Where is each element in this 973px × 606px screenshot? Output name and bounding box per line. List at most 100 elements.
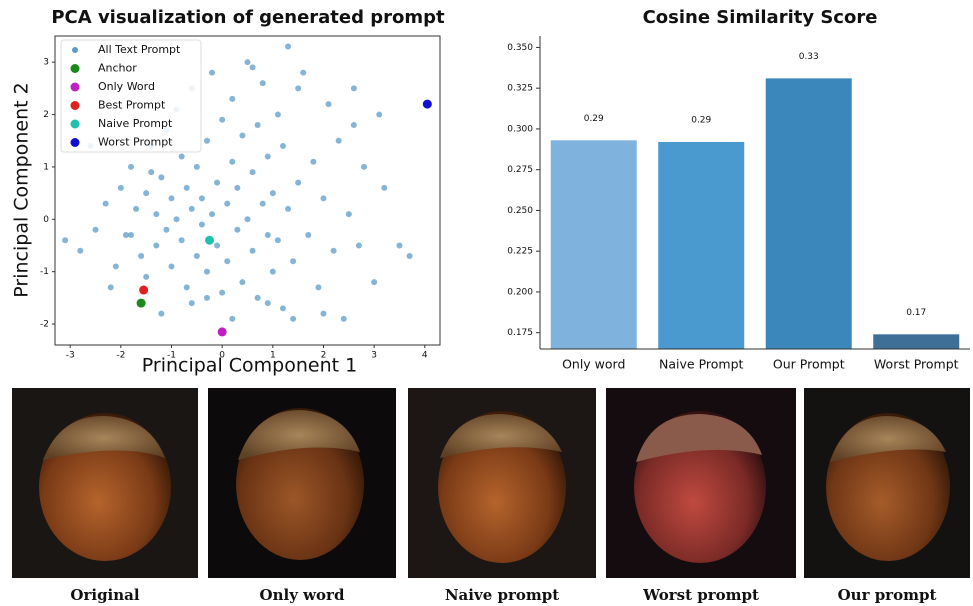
point	[407, 253, 413, 259]
point	[305, 232, 311, 238]
point	[250, 248, 256, 254]
point	[229, 159, 235, 165]
legend-swatch	[71, 138, 80, 147]
legend-label: Naive Prompt	[98, 117, 173, 130]
value-label: 0.29	[584, 114, 604, 124]
point	[260, 80, 266, 86]
chart-title: PCA visualization of generated prompt	[51, 7, 445, 28]
point	[229, 96, 235, 102]
point	[315, 284, 321, 290]
y-tick-label: 0.300	[507, 124, 533, 134]
point	[255, 122, 261, 128]
point	[163, 227, 169, 233]
x-tick-label: 4	[422, 351, 428, 361]
point	[199, 222, 205, 228]
y-tick-label: -1	[40, 267, 49, 277]
point	[224, 258, 230, 264]
point	[245, 216, 251, 222]
image-worst-prompt	[606, 388, 796, 578]
point	[128, 164, 134, 170]
point	[295, 180, 301, 186]
point	[275, 237, 281, 243]
point	[224, 201, 230, 207]
caption: Worst prompt	[642, 586, 759, 604]
point	[250, 169, 256, 175]
y-tick-label: 0.350	[507, 43, 533, 53]
point	[113, 263, 119, 269]
point	[239, 279, 245, 285]
point	[371, 279, 377, 285]
point	[209, 70, 215, 76]
point	[218, 327, 227, 336]
x-tick-label: Only word	[562, 357, 625, 372]
value-label: 0.29	[691, 115, 711, 125]
point	[204, 269, 210, 275]
point	[270, 190, 276, 196]
point	[234, 227, 240, 233]
point	[245, 59, 251, 65]
point	[158, 311, 164, 317]
x-tick-label: Worst Prompt	[874, 357, 959, 372]
point	[184, 185, 190, 191]
value-label: 0.33	[799, 52, 819, 62]
legend-swatch	[72, 47, 78, 53]
legend-label: Anchor	[98, 62, 137, 75]
point	[255, 295, 261, 301]
bar	[658, 142, 744, 349]
point	[331, 248, 337, 254]
point	[189, 206, 195, 212]
point	[103, 201, 109, 207]
caption: Our prompt	[838, 586, 937, 604]
point	[209, 211, 215, 217]
point	[93, 227, 99, 233]
point	[148, 169, 154, 175]
legend-label: Only Word	[98, 80, 155, 93]
point	[295, 85, 301, 91]
point	[219, 117, 225, 123]
point	[320, 195, 326, 201]
point	[275, 112, 281, 118]
point	[423, 100, 432, 109]
legend-label: Worst Prompt	[98, 136, 173, 149]
x-tick-label: 3	[371, 351, 377, 361]
point	[199, 195, 205, 201]
image-only-word	[208, 388, 396, 578]
point	[265, 232, 271, 238]
point	[169, 263, 175, 269]
point	[143, 190, 149, 196]
x-tick-label: -2	[116, 351, 125, 361]
image-our-prompt	[804, 388, 970, 578]
point	[290, 258, 296, 264]
legend-label: Best Prompt	[98, 99, 166, 112]
point	[153, 242, 159, 248]
point	[280, 305, 286, 311]
point	[285, 43, 291, 49]
point	[189, 300, 195, 306]
point	[139, 286, 148, 295]
value-label: 0.17	[906, 308, 926, 318]
point	[381, 185, 387, 191]
point	[300, 70, 306, 76]
legend-swatch	[71, 120, 80, 129]
point	[250, 64, 256, 70]
point	[265, 153, 271, 159]
legend-label: All Text Prompt	[98, 43, 181, 56]
y-tick-label: 0.275	[507, 165, 533, 175]
y-tick-label: 1	[43, 162, 49, 172]
point	[153, 211, 159, 217]
point	[179, 237, 185, 243]
point	[280, 143, 286, 149]
point	[138, 253, 144, 259]
point	[219, 290, 225, 296]
bar	[551, 140, 637, 349]
caption: Only word	[260, 586, 345, 604]
point	[229, 316, 235, 322]
y-tick-label: -2	[40, 320, 49, 330]
point	[396, 242, 402, 248]
x-tick-label: -3	[66, 351, 75, 361]
point	[341, 316, 347, 322]
point	[205, 236, 214, 245]
y-tick-label: 2	[43, 110, 49, 120]
point	[326, 101, 332, 107]
point	[137, 299, 146, 308]
